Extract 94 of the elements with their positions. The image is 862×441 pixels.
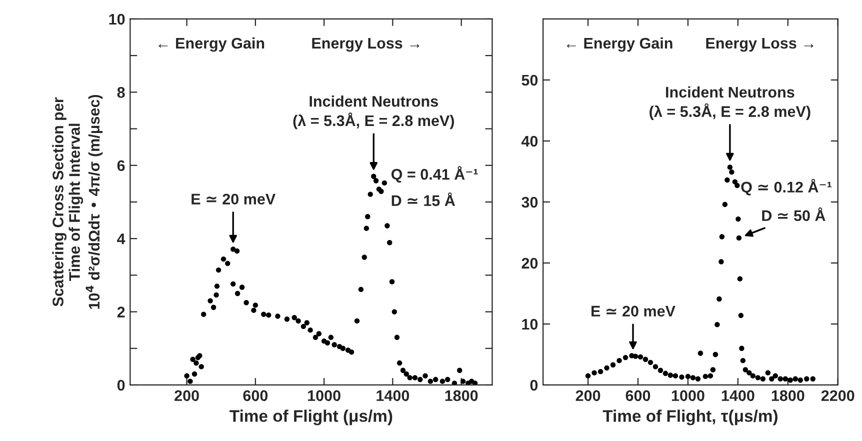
point	[727, 164, 733, 170]
point	[648, 360, 654, 366]
point	[755, 375, 761, 380]
point	[750, 373, 756, 378]
x-tick-label: 1000	[672, 390, 704, 402]
point	[652, 364, 658, 370]
x-tick-label: 600	[626, 390, 650, 402]
point	[778, 376, 783, 382]
point	[585, 373, 591, 378]
y-tick-label: 10	[109, 14, 125, 25]
point	[760, 376, 766, 382]
point	[732, 179, 738, 184]
point	[698, 350, 704, 356]
point	[765, 370, 771, 376]
y-tick-label: 6	[117, 160, 125, 172]
annotation: Q ≃ 0.12 Å⁻¹	[741, 178, 832, 196]
point	[592, 370, 597, 376]
point	[672, 373, 678, 378]
point	[642, 356, 648, 362]
point	[679, 374, 684, 380]
point	[719, 234, 725, 240]
point	[736, 235, 742, 241]
point	[695, 376, 701, 382]
y-tick-label: 50	[522, 74, 538, 86]
point	[739, 346, 744, 351]
x-axis-title: Time of Flight, τ(μs/m)	[602, 410, 778, 426]
annotation: E ≃ 20 meV	[592, 306, 676, 317]
annotation: Energy Loss →	[706, 38, 814, 52]
x-tick-label: 600	[243, 390, 268, 402]
point	[772, 373, 778, 378]
annotation: D ≃ 50 Å	[762, 207, 826, 222]
point	[737, 276, 743, 282]
x-tick-label: 200	[576, 390, 600, 402]
point	[804, 376, 810, 382]
point	[769, 376, 774, 382]
point	[632, 354, 638, 359]
point	[724, 177, 730, 183]
point	[708, 373, 714, 378]
x-tick-label: 2200	[821, 390, 854, 402]
y-tick-label: 8	[117, 87, 125, 98]
y-tick-label: 4	[117, 234, 126, 244]
y-tick-label: 20	[522, 258, 538, 269]
point	[710, 367, 716, 372]
point	[598, 368, 604, 374]
annotation: Energy Loss →	[312, 38, 420, 52]
point	[740, 358, 746, 364]
point	[638, 354, 644, 360]
annotation: Incident Neutrons (λ = 5.3Å, E = 2.8 meV)	[650, 86, 810, 120]
point	[734, 182, 740, 188]
y-tick-label: 0	[530, 380, 538, 391]
point	[712, 352, 718, 358]
point	[610, 362, 616, 368]
x-tick-label: 1400	[722, 390, 754, 402]
y-tick-label: 0	[117, 380, 125, 391]
annotation: Q = 0.41 Å⁻¹	[391, 166, 478, 183]
y-tick-label: 30	[522, 196, 538, 208]
annotation: E ≃ 20 meV	[192, 194, 276, 205]
point	[702, 374, 708, 380]
point	[798, 378, 803, 383]
point	[658, 368, 664, 373]
point	[792, 376, 798, 382]
x-tick-label: 1000	[308, 390, 340, 402]
point	[685, 374, 691, 380]
y-tick-label: 2	[117, 306, 125, 318]
annotation: D ≃ 15 Å	[392, 192, 456, 206]
x-tick-label: 1800	[772, 390, 804, 402]
point	[622, 354, 628, 360]
point	[604, 365, 610, 371]
point	[722, 202, 728, 208]
point	[716, 296, 722, 302]
point	[690, 375, 696, 380]
point	[616, 358, 622, 364]
x-tick-label: 200	[174, 390, 199, 402]
point	[662, 370, 668, 376]
annotation: Incident Neutrons (λ = 5.3Å, E = 2.8 meV)	[293, 96, 454, 130]
annotation: ← Energy Gain	[566, 37, 672, 52]
x-tick-label: 1800	[445, 390, 478, 402]
point	[738, 312, 744, 318]
point	[746, 370, 752, 376]
point	[742, 367, 748, 372]
y-axis-title: Scattering Cross Section per Time of Flight Interval 10$^{4}$ d²σ/dΩdτ • 4π/σ (m/μsec)	[52, 94, 103, 309]
x-axis-title: Time of Flight (μs/m)	[230, 410, 392, 426]
point	[729, 169, 734, 175]
y-tick-label: 40	[521, 136, 538, 147]
point	[782, 376, 788, 382]
point	[810, 376, 816, 382]
point	[714, 322, 720, 328]
point	[788, 378, 793, 383]
x-tick-label: 1400	[376, 390, 410, 402]
point	[718, 259, 724, 264]
point	[736, 216, 741, 222]
point	[668, 372, 674, 378]
y-tick-label: 10	[522, 318, 538, 330]
annotation: ← Energy Gain	[158, 37, 264, 52]
